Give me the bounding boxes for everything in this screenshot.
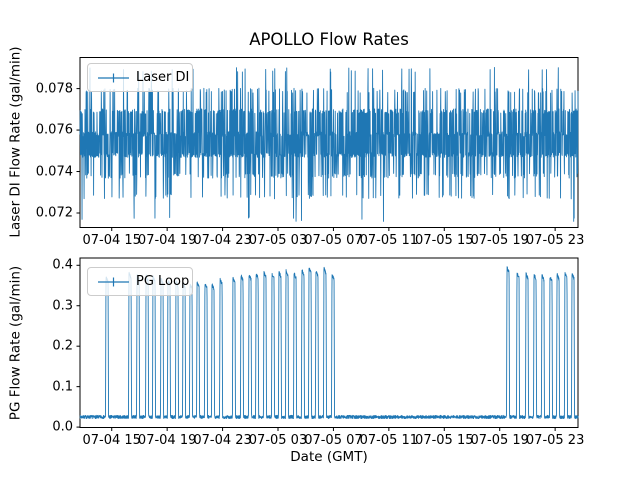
x-tick-label: 07-04 15 bbox=[82, 233, 141, 248]
y-tick-label: 0.2 bbox=[52, 338, 73, 354]
x-tick-label: 07-04 19 bbox=[137, 433, 197, 448]
x-tick-label: 07-05 19 bbox=[470, 433, 529, 448]
legend-laser-di: Laser DI bbox=[87, 63, 193, 92]
y-tick-label: 0.0 bbox=[52, 419, 73, 435]
x-tick-label: 07-05 07 bbox=[304, 233, 363, 248]
x-tick-label: 07-04 15 bbox=[82, 433, 141, 448]
legend-pg-loop: PG Loop bbox=[87, 267, 193, 296]
x-tick-label: 07-05 07 bbox=[304, 433, 363, 448]
y-tick-label: 0.074 bbox=[35, 164, 73, 180]
y-tick-label: 0.1 bbox=[52, 379, 73, 395]
x-tick-label: 07-04 23 bbox=[193, 433, 252, 448]
top-y-axis-label: Laser DI Flow Rate (gal/min) bbox=[7, 46, 24, 238]
x-tick-label: 07-05 19 bbox=[470, 233, 529, 248]
x-tick-label: 07-05 15 bbox=[415, 433, 474, 448]
x-tick-label: 07-05 11 bbox=[359, 233, 419, 248]
x-tick-label: 07-05 11 bbox=[359, 433, 419, 448]
bottom-y-axis-label: PG Flow Rate (gal/min) bbox=[7, 265, 24, 421]
x-tick-label: 07-04 23 bbox=[193, 233, 252, 248]
y-tick-label: 0.072 bbox=[35, 205, 73, 221]
x-tick-label: 07-04 19 bbox=[137, 233, 197, 248]
legend-label: PG Loop bbox=[136, 274, 190, 289]
x-tick-label: 07-05 23 bbox=[525, 433, 585, 448]
legend-label: Laser DI bbox=[136, 70, 190, 85]
y-tick-label: 0.4 bbox=[52, 257, 73, 273]
y-tick-label: 0.078 bbox=[35, 81, 73, 97]
x-tick-label: 07-05 23 bbox=[525, 233, 585, 248]
x-tick-label: 07-05 03 bbox=[248, 433, 308, 448]
laser-di-series-line bbox=[79, 67, 579, 222]
x-axis-label: Date (GMT) bbox=[290, 449, 368, 465]
legend-line-sample-icon bbox=[98, 73, 129, 82]
x-tick-label: 07-05 03 bbox=[248, 233, 308, 248]
legend-line-sample-icon bbox=[98, 277, 129, 286]
y-tick-label: 0.076 bbox=[35, 122, 73, 138]
y-tick-label: 0.3 bbox=[52, 298, 73, 314]
x-tick-label: 07-05 15 bbox=[415, 233, 474, 248]
axes-spines bbox=[79, 257, 579, 428]
chart-title: APOLLO Flow Rates bbox=[249, 30, 409, 49]
